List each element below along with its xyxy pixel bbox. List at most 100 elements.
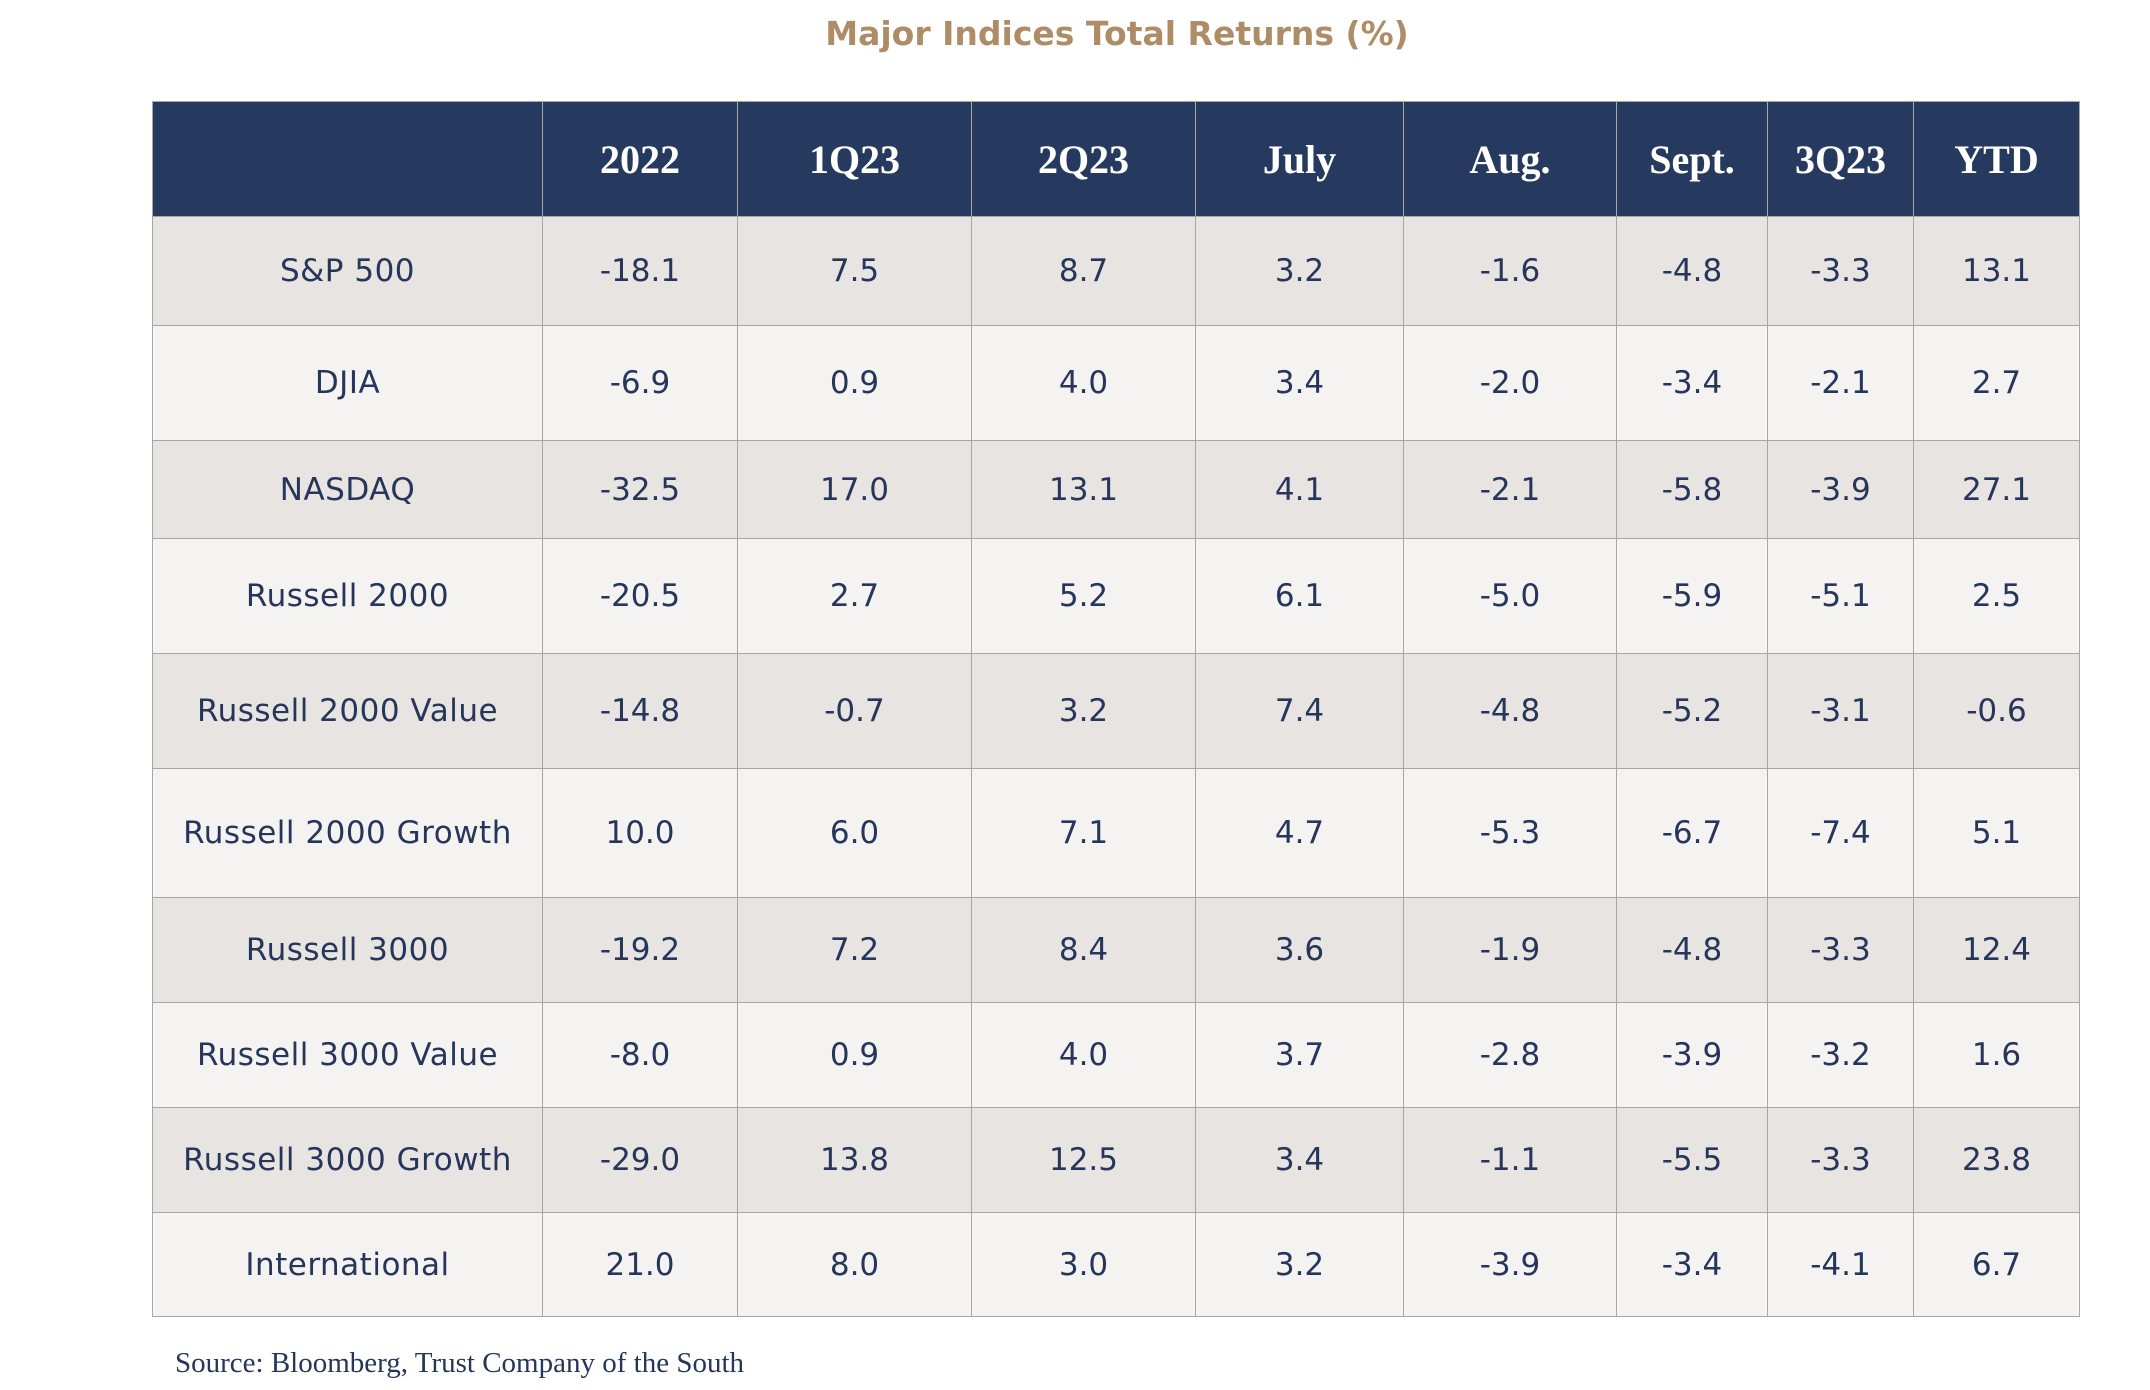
row-label: Russell 2000 Growth — [152, 768, 543, 898]
table-cell: 13.1 — [1913, 216, 2080, 326]
table-cell: 3.2 — [971, 653, 1196, 769]
table-cell: -3.4 — [1616, 325, 1768, 441]
column-header: Sept. — [1616, 101, 1768, 217]
table-cell: -2.0 — [1403, 325, 1617, 441]
table-row: Russell 2000 -20.5 2.7 5.2 6.1 -5.0 -5.9 -5.1 2.… — [152, 538, 2080, 654]
table-row: Russell 3000 Value -8.0 0.9 4.0 3.7 -2.8 -3.9-… — [152, 1002, 2080, 1108]
table-cell: -3.9 — [1403, 1212, 1617, 1317]
column-header: July — [1195, 101, 1404, 217]
table-cell: -0.7 — [737, 653, 972, 769]
table-cell: -5.0 — [1403, 538, 1617, 654]
table-cell: 27.1 — [1913, 440, 2080, 539]
row-label: Russell 2000 Value — [152, 653, 543, 769]
table-cell: 0.9 — [737, 1002, 972, 1108]
table-row: S&P 500 -18.1 7.5 8.7 3.2 -1.6 -4.8 -3.3 13.1 — [152, 216, 2080, 326]
table-cell: -0.6 — [1913, 653, 2080, 769]
row-label: S&P 500 — [152, 216, 543, 326]
header-corner — [152, 101, 543, 217]
table-cell: 8.0 — [737, 1212, 972, 1317]
table-cell: 7.1 — [971, 768, 1196, 898]
table-cell: 12.5 — [971, 1107, 1196, 1213]
row-label: Russell 3000 Growth — [152, 1107, 543, 1213]
table-cell: 7.2 — [737, 897, 972, 1003]
table-row: DJIA -6.9 0.9 4.0 3.4 -2.0 -3.4 -2.1 2.7 — [152, 325, 2080, 441]
table-cell: -3.2 — [1767, 1002, 1914, 1108]
column-header: 3Q23 — [1767, 101, 1914, 217]
table-cell: -5.8 — [1616, 440, 1768, 539]
table-cell: -18.1 — [542, 216, 738, 326]
table-cell: -2.1 — [1767, 325, 1914, 441]
table-cell: -5.2 — [1616, 653, 1768, 769]
table-cell: -8.0 — [542, 1002, 738, 1108]
table-cell: -32.5 — [542, 440, 738, 539]
table-cell: 7.4 — [1195, 653, 1404, 769]
row-label: Russell 3000 — [152, 897, 543, 1003]
column-header: 2Q23 — [971, 101, 1196, 217]
table-cell: 17.0 — [737, 440, 972, 539]
table-body: S&P 500 -18.1 7.5 8.7 3.2 -1.6 -4.8 -3.3 13.1 DJI… — [152, 216, 2080, 1317]
table-title: Major Indices Total Returns (%) — [825, 14, 1409, 53]
table-cell: -5.3 — [1403, 768, 1617, 898]
table-cell: -1.9 — [1403, 897, 1617, 1003]
table-cell: 4.0 — [971, 325, 1196, 441]
table-cell: -3.9 — [1616, 1002, 1768, 1108]
table-cell: 3.6 — [1195, 897, 1404, 1003]
table-cell: -3.1 — [1767, 653, 1914, 769]
table-cell: -29.0 — [542, 1107, 738, 1213]
table-cell: -5.1 — [1767, 538, 1914, 654]
table-cell: 6.1 — [1195, 538, 1404, 654]
source-note: Source: Bloomberg, Trust Company of the … — [175, 1347, 745, 1379]
table-cell: 4.7 — [1195, 768, 1404, 898]
table-cell: -3.3 — [1767, 897, 1914, 1003]
table-cell: -1.6 — [1403, 216, 1617, 326]
table-cell: 5.2 — [971, 538, 1196, 654]
table-row: Russell 3000 -19.2 7.2 8.4 3.6 -1.9 -4.8 -3.3 12… — [152, 897, 2080, 1003]
table-cell: -7.4 — [1767, 768, 1914, 898]
table-cell: -14.8 — [542, 653, 738, 769]
table-cell: -2.1 — [1403, 440, 1617, 539]
header-row: 2022 1Q23 2Q23 July Aug. Sept. 3Q23 YTD — [152, 101, 2080, 217]
table-cell: -3.9 — [1767, 440, 1914, 539]
table-cell: 2.7 — [737, 538, 972, 654]
table-cell: 5.1 — [1913, 768, 2080, 898]
table-cell: -20.5 — [542, 538, 738, 654]
column-header: YTD — [1913, 101, 2080, 217]
table-cell: 4.1 — [1195, 440, 1404, 539]
table-cell: -6.9 — [542, 325, 738, 441]
table-cell: -3.3 — [1767, 1107, 1914, 1213]
table-cell: 1.6 — [1913, 1002, 2080, 1108]
table-cell: 6.7 — [1913, 1212, 2080, 1317]
table-cell: 2.7 — [1913, 325, 2080, 441]
table-cell: 13.1 — [971, 440, 1196, 539]
table-cell: 7.5 — [737, 216, 972, 326]
table-cell: 8.4 — [971, 897, 1196, 1003]
table-row: Russell 2000 Growth 10.0 6.0 7.1 4.7 -5.3 -6.7… — [152, 768, 2080, 898]
row-label: Russell 3000 Value — [152, 1002, 543, 1108]
table-cell: -4.8 — [1403, 653, 1617, 769]
table-cell: -19.2 — [542, 897, 738, 1003]
table-cell: 21.0 — [542, 1212, 738, 1317]
table-cell: 10.0 — [542, 768, 738, 898]
table-cell: 3.2 — [1195, 1212, 1404, 1317]
table-cell: -4.1 — [1767, 1212, 1914, 1317]
table-cell: -3.3 — [1767, 216, 1914, 326]
table-cell: 23.8 — [1913, 1107, 2080, 1213]
table-cell: -5.5 — [1616, 1107, 1768, 1213]
table-cell: -1.1 — [1403, 1107, 1617, 1213]
table-row: International 21.0 8.0 3.0 3.2 -3.9 -3.4 -4.1 6.… — [152, 1212, 2080, 1317]
table-cell: -4.8 — [1616, 897, 1768, 1003]
table-cell: 3.4 — [1195, 1107, 1404, 1213]
table-cell: 2.5 — [1913, 538, 2080, 654]
row-label: DJIA — [152, 325, 543, 441]
row-label: International — [152, 1212, 543, 1317]
table-cell: -3.4 — [1616, 1212, 1768, 1317]
table-cell: 4.0 — [971, 1002, 1196, 1108]
row-label: NASDAQ — [152, 440, 543, 539]
table-cell: -2.8 — [1403, 1002, 1617, 1108]
table-cell: 6.0 — [737, 768, 972, 898]
table-row: Russell 2000 Value -14.8 -0.7 3.2 7.4 -4.8 -5.… — [152, 653, 2080, 769]
column-header: 1Q23 — [737, 101, 972, 217]
table-cell: 0.9 — [737, 325, 972, 441]
table-cell: 12.4 — [1913, 897, 2080, 1003]
table-cell: 8.7 — [971, 216, 1196, 326]
